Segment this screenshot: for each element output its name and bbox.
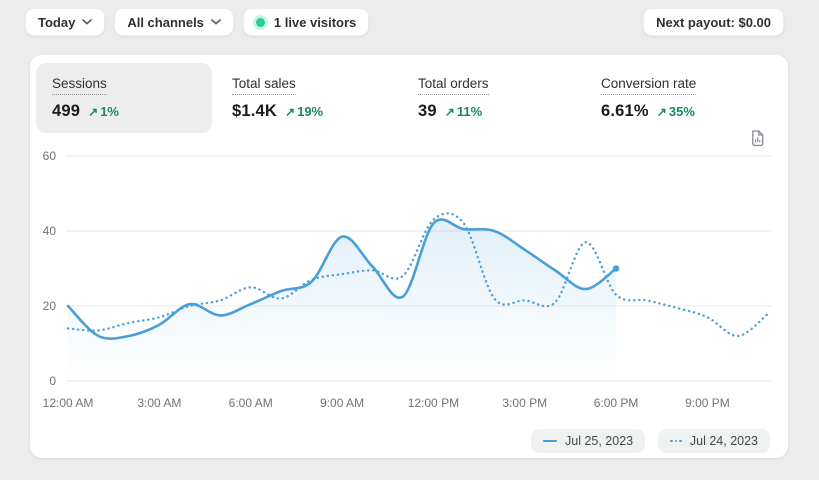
live-visitors-button[interactable]: 1 live visitors <box>242 8 370 36</box>
dotted-line-swatch-icon <box>670 439 682 443</box>
legend-item-jul-24[interactable]: Jul 24, 2023 <box>658 429 770 453</box>
metric-label: Total orders <box>418 76 489 95</box>
date-range-button[interactable]: Today <box>25 8 106 36</box>
increase-arrow-icon: ↗ <box>444 104 455 119</box>
svg-text:12:00 AM: 12:00 AM <box>43 396 94 410</box>
metric-tab-conversion-rate[interactable]: Conversion rate 6.61% ↗ 35% <box>585 63 712 133</box>
date-range-label: Today <box>38 14 76 30</box>
channel-filter-button[interactable]: All channels <box>114 8 234 36</box>
metric-delta: ↗ 1% <box>88 104 119 119</box>
analytics-card: Sessions 499 ↗ 1% Total sales $1.4K ↗ 19… <box>30 55 788 458</box>
metric-delta: ↗ 35% <box>657 104 695 119</box>
report-icon[interactable] <box>746 127 768 149</box>
solid-line-swatch-icon <box>543 439 557 443</box>
metric-label: Conversion rate <box>601 76 697 95</box>
metric-delta-value: 35% <box>668 104 695 119</box>
metric-delta-value: 19% <box>297 104 324 119</box>
svg-text:3:00 AM: 3:00 AM <box>137 396 181 410</box>
next-payout-label: Next payout: $0.00 <box>656 14 771 30</box>
svg-text:60: 60 <box>43 149 57 163</box>
legend-label: Jul 24, 2023 <box>689 434 758 448</box>
svg-text:40: 40 <box>43 224 57 238</box>
svg-text:9:00 PM: 9:00 PM <box>685 396 730 410</box>
svg-text:12:00 PM: 12:00 PM <box>408 396 459 410</box>
svg-text:6:00 AM: 6:00 AM <box>229 396 273 410</box>
channel-filter-label: All channels <box>127 14 204 30</box>
metric-delta: ↗ 11% <box>445 104 482 119</box>
increase-arrow-icon: ↗ <box>88 104 99 119</box>
metric-delta-value: 1% <box>100 104 119 119</box>
svg-text:20: 20 <box>43 299 57 313</box>
next-payout-button[interactable]: Next payout: $0.00 <box>643 8 784 36</box>
metric-tab-total-sales[interactable]: Total sales $1.4K ↗ 19% <box>216 63 339 133</box>
chevron-down-icon <box>211 19 221 25</box>
svg-text:3:00 PM: 3:00 PM <box>502 396 547 410</box>
metric-value: 39 <box>418 102 437 120</box>
legend-item-jul-25[interactable]: Jul 25, 2023 <box>531 429 646 453</box>
toolbar: Today All channels 1 live visitors Next … <box>25 8 784 36</box>
chevron-down-icon <box>82 19 93 25</box>
metric-value: 6.61% <box>601 102 649 120</box>
metric-tab-sessions[interactable]: Sessions 499 ↗ 1% <box>36 63 212 133</box>
metric-label: Sessions <box>52 76 107 95</box>
metric-value: 499 <box>52 102 81 120</box>
increase-arrow-icon: ↗ <box>285 104 296 119</box>
metric-tab-total-orders[interactable]: Total orders 39 ↗ 11% <box>402 63 505 133</box>
metric-delta: ↗ 19% <box>285 104 323 119</box>
chart-legend: Jul 25, 2023 Jul 24, 2023 <box>531 429 770 453</box>
live-visitors-label: 1 live visitors <box>273 14 357 30</box>
svg-text:0: 0 <box>49 374 56 388</box>
sessions-line-chart[interactable]: 0 20 40 60 12:00 AM 3:00 AM 6:00 AM 9:00 AM 12:0… <box>30 145 788 435</box>
metric-value: $1.4K <box>232 102 278 120</box>
legend-label: Jul 25, 2023 <box>565 434 634 448</box>
metric-label: Total sales <box>232 76 296 95</box>
svg-text:6:00 PM: 6:00 PM <box>594 396 639 410</box>
svg-text:9:00 AM: 9:00 AM <box>320 396 364 410</box>
live-indicator-dot <box>255 17 265 27</box>
increase-arrow-icon: ↗ <box>656 104 667 119</box>
metric-delta-value: 11% <box>456 104 483 119</box>
